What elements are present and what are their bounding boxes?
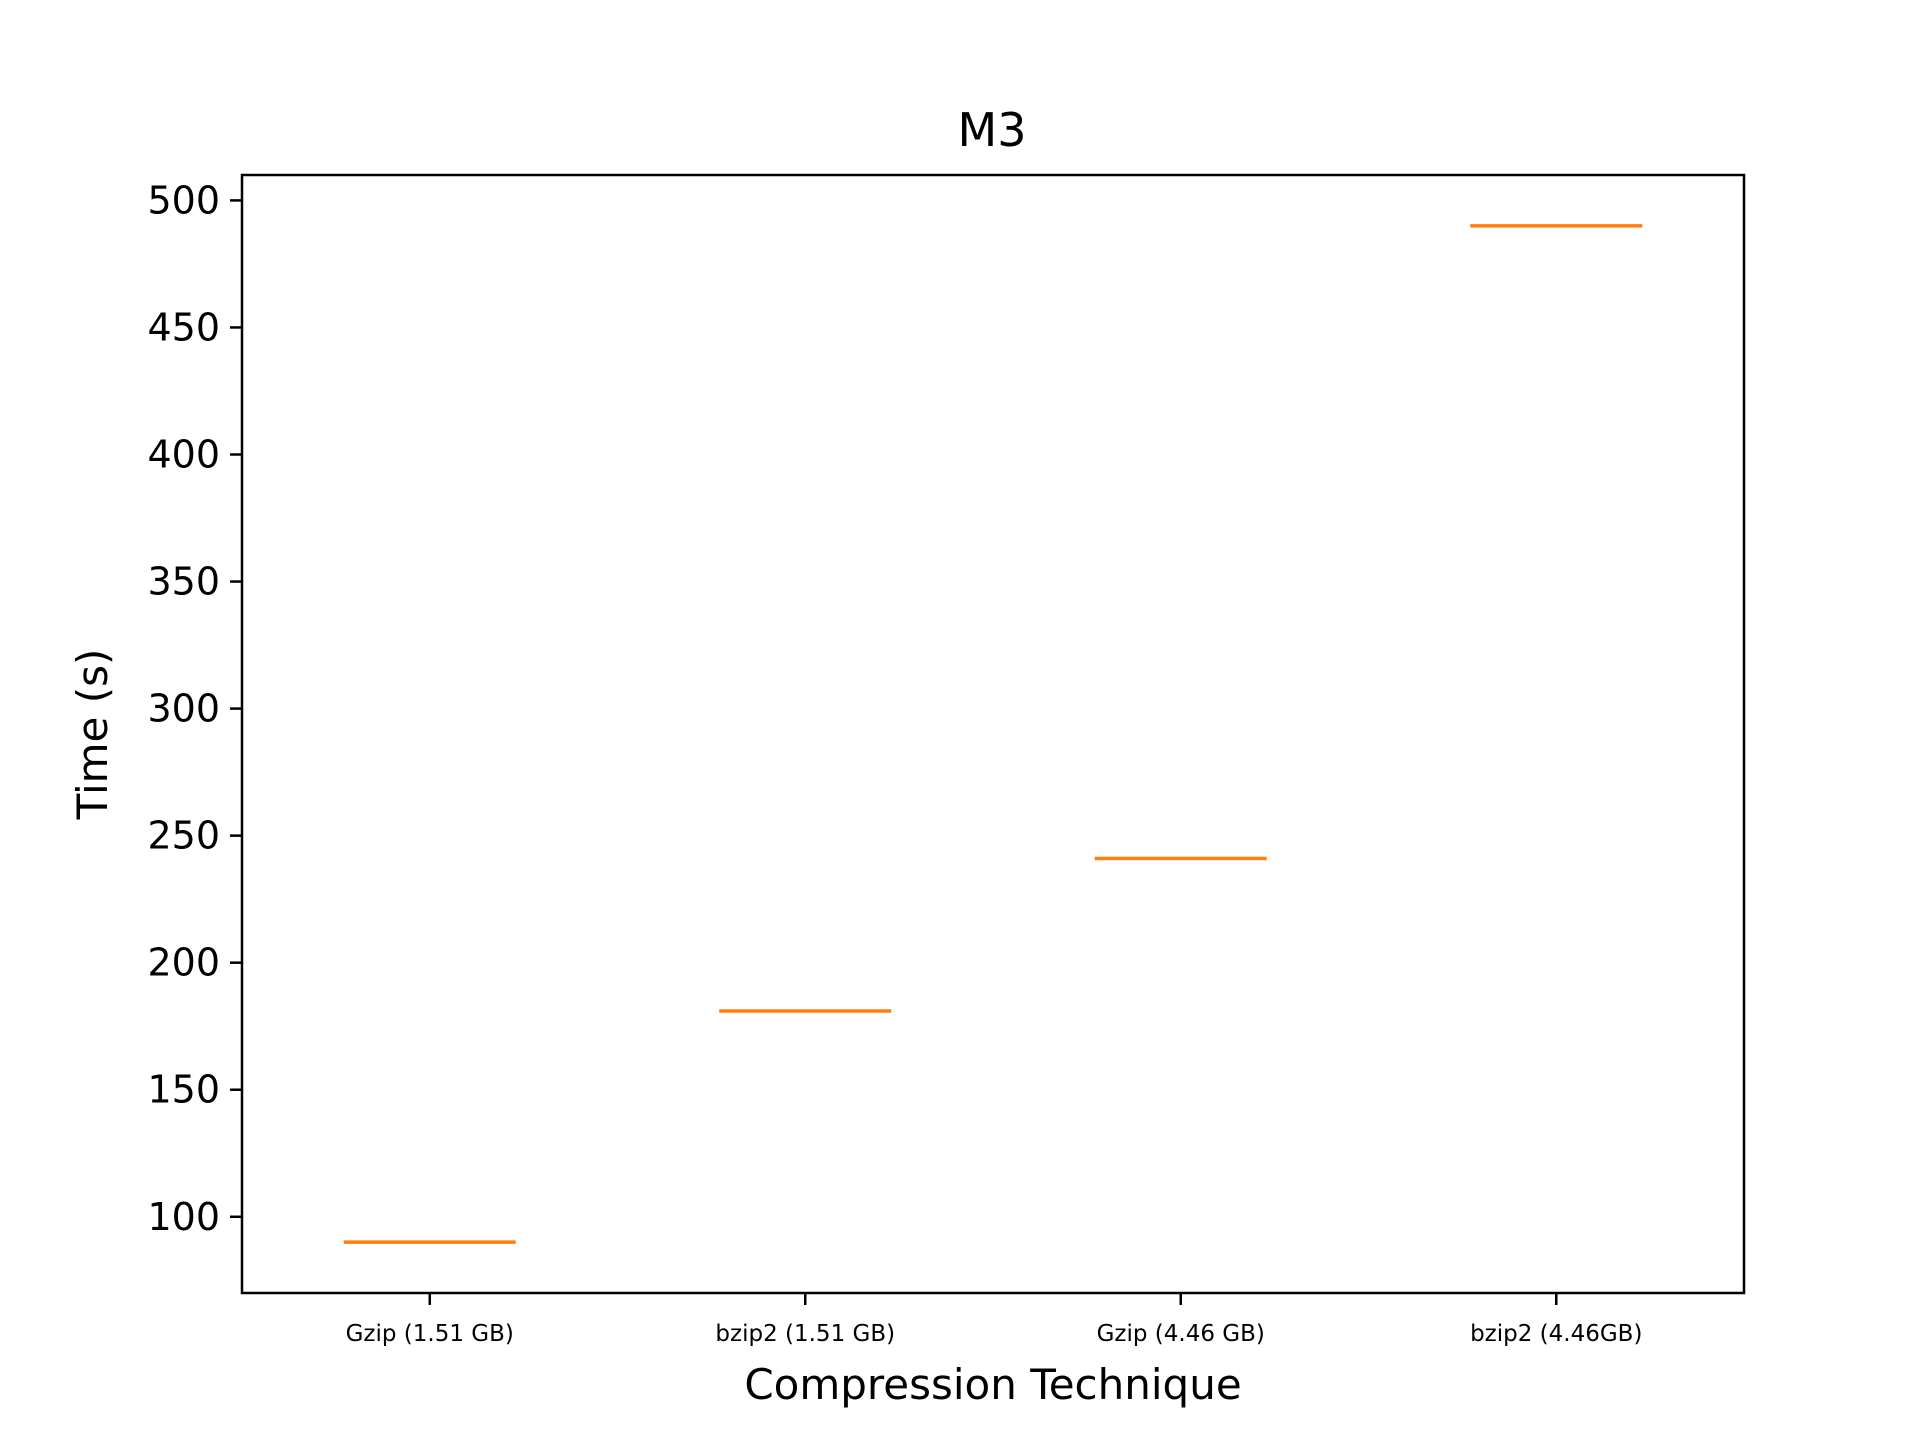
y-tick-label: 150 (147, 1068, 220, 1112)
y-tick-label: 100 (147, 1195, 220, 1239)
y-tick-label: 250 (147, 814, 220, 858)
y-tick-label: 300 (147, 687, 220, 731)
y-axis-title: Time (s) (68, 649, 117, 821)
y-tick-label: 450 (147, 305, 220, 349)
x-tick-label: bzip2 (4.46GB) (1470, 1321, 1642, 1347)
y-tick-label: 400 (147, 433, 220, 477)
plot-area: 100 150 200 250 300 350 400 450 500 Gzip (1.51 GB… (147, 178, 1642, 1347)
y-tick-label: 350 (147, 560, 220, 604)
x-tick-label: Gzip (1.51 GB) (346, 1321, 514, 1347)
y-tick-label: 200 (147, 941, 220, 985)
y-tick-label: 500 (147, 178, 220, 222)
chart-title: M3 (958, 103, 1027, 157)
x-tick-label: bzip2 (1.51 GB) (715, 1321, 895, 1347)
axes-frame (240, 173, 1746, 1295)
x-axis-title: Compression Technique (744, 1360, 1241, 1409)
x-tick-label: Gzip (4.46 GB) (1097, 1321, 1265, 1347)
